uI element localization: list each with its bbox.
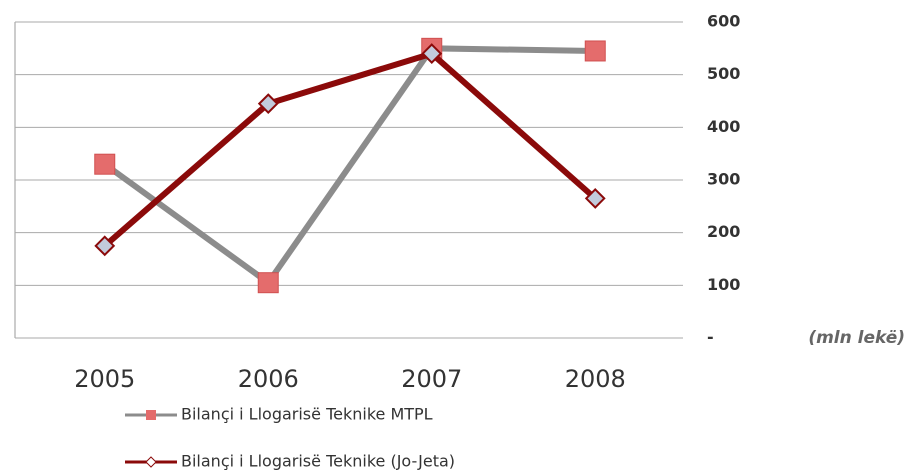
- y-tick-label: -: [707, 328, 714, 347]
- x-tick-label: 2005: [74, 365, 135, 393]
- y-tick-label: 100: [707, 275, 740, 294]
- data-point: [257, 93, 279, 115]
- y-tick-label: 300: [707, 170, 740, 189]
- x-tick-label: 2006: [238, 365, 299, 393]
- series-line: [102, 50, 598, 249]
- y-tick-label: 400: [707, 117, 740, 136]
- unit-annotation: (mln lekë): [808, 328, 905, 348]
- x-tick-label: 2008: [565, 365, 626, 393]
- y-tick-label: 200: [707, 222, 740, 241]
- legend-label: Bilançi i Llogarisë Teknike (Jo-Jeta): [181, 452, 455, 471]
- data-point: [421, 43, 443, 65]
- legend-marker: [145, 456, 157, 468]
- legend-marker: [146, 410, 156, 420]
- data-point: [94, 235, 116, 257]
- x-tick-label: 2007: [401, 365, 462, 393]
- data-point: [257, 272, 279, 294]
- data-point: [94, 153, 116, 175]
- series-line: [102, 45, 596, 287]
- y-tick-label: 600: [707, 12, 740, 31]
- legend-label: Bilançi i Llogarisë Teknike MTPL: [181, 405, 433, 424]
- data-point: [584, 40, 606, 62]
- y-tick-label: 500: [707, 64, 740, 83]
- data-point: [584, 188, 606, 209]
